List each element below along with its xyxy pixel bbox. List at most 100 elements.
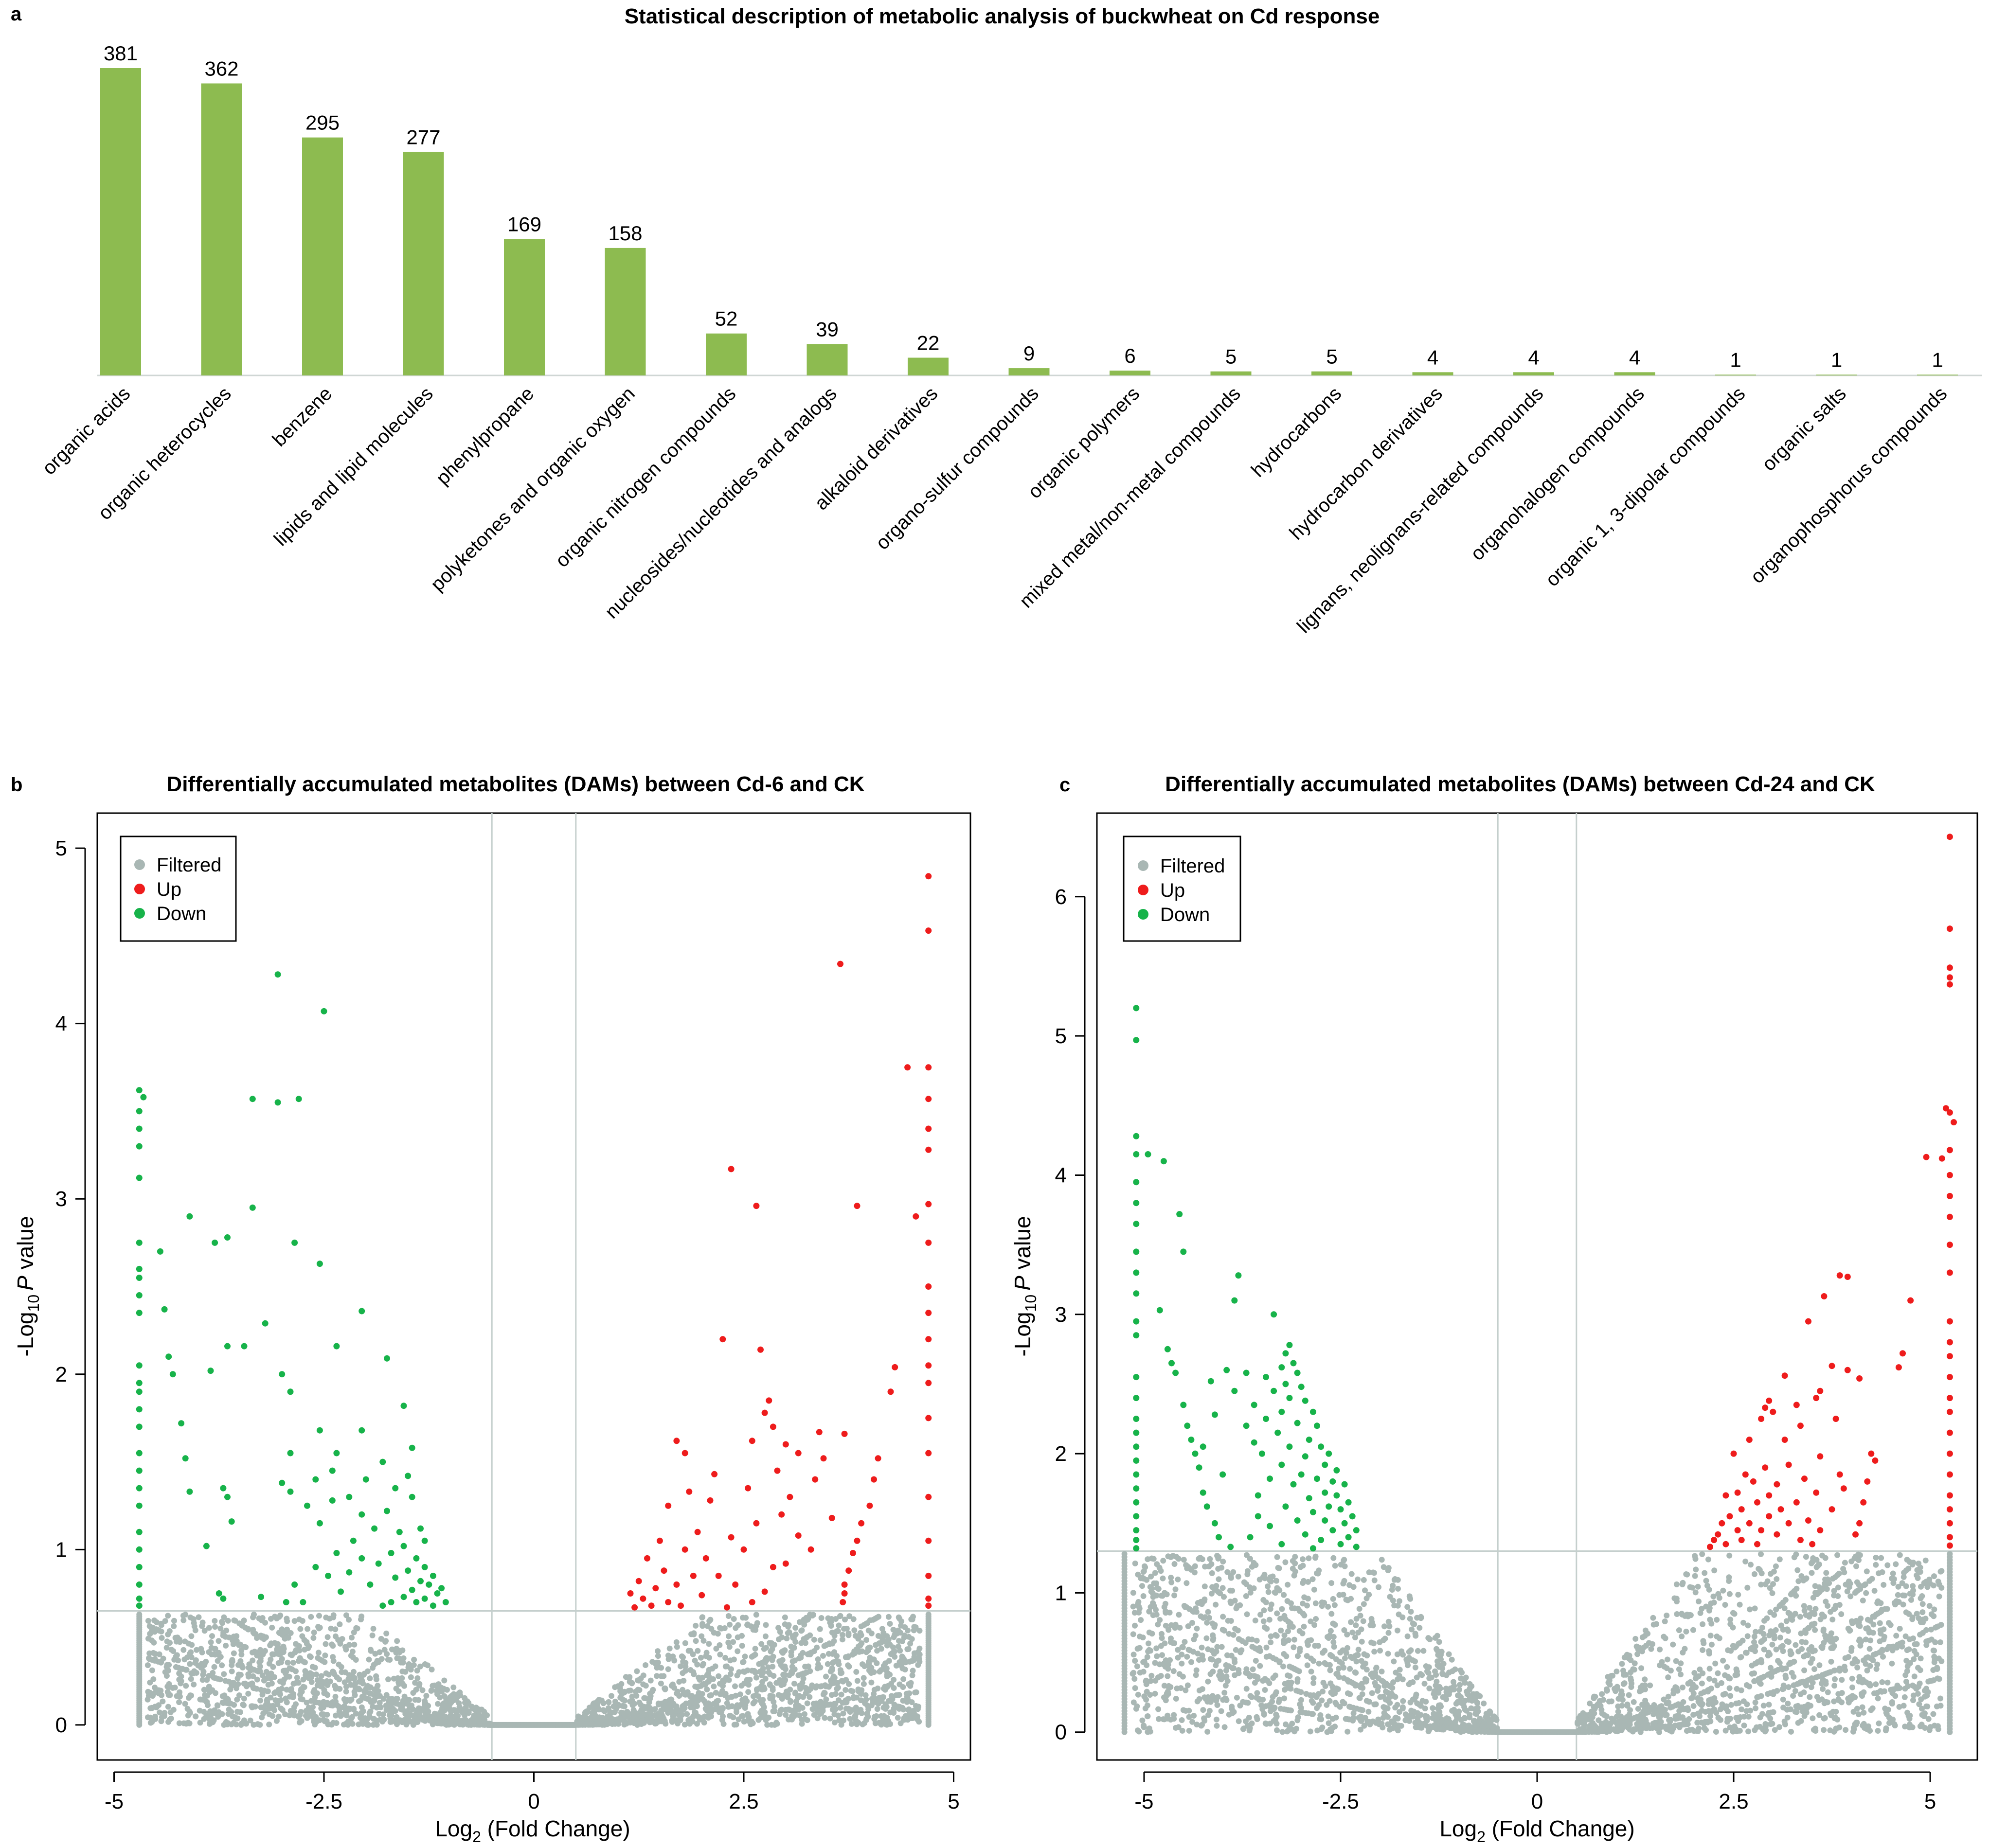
down-point [262, 1320, 269, 1327]
down-point [212, 1239, 218, 1246]
filtered-point [361, 1688, 367, 1694]
filtered-point [690, 1669, 697, 1675]
filtered-point [840, 1710, 846, 1717]
filtered-point [277, 1691, 283, 1698]
filtered-point [360, 1708, 366, 1714]
y-tick-label: 5 [55, 836, 67, 860]
down-point [228, 1518, 235, 1525]
filtered-point [1813, 1564, 1820, 1570]
filtered-point [394, 1638, 400, 1644]
filtered-point [275, 1660, 282, 1666]
up-point [841, 1590, 848, 1597]
filtered-point [419, 1687, 426, 1693]
filtered-point [856, 1708, 862, 1714]
filtered-point [174, 1652, 180, 1658]
filtered-point [634, 1668, 640, 1674]
filtered-point [753, 1612, 759, 1618]
filtered-point [843, 1654, 849, 1660]
filtered-point [1221, 1724, 1228, 1730]
filtered-point [366, 1713, 373, 1720]
filtered-point [883, 1704, 890, 1710]
filtered-point [188, 1676, 194, 1682]
bar-value-label: 6 [1124, 344, 1135, 367]
filtered-point [347, 1698, 353, 1704]
filtered-point [193, 1713, 199, 1720]
filtered-point [639, 1718, 645, 1724]
category-label: organophosphorus compounds [1746, 383, 1951, 587]
up-point [665, 1599, 672, 1605]
up-point [782, 1560, 789, 1567]
filtered-point [900, 1706, 907, 1713]
filtered-point [871, 1716, 878, 1722]
filtered-point [1207, 1556, 1213, 1562]
filtered-point [1767, 1715, 1774, 1722]
filtered-point [332, 1693, 339, 1700]
filtered-point [726, 1633, 732, 1639]
filtered-point [767, 1671, 773, 1677]
filtered-point [1620, 1668, 1626, 1674]
filtered-point [1371, 1649, 1378, 1655]
filtered-point [1400, 1698, 1406, 1704]
up-point [749, 1438, 755, 1444]
filtered-point [250, 1684, 256, 1690]
up-point [774, 1467, 781, 1474]
filtered-point [1635, 1706, 1641, 1712]
volcano-cd24-title: Differentially accumulated metabolites (… [1165, 772, 1875, 796]
filtered-point [831, 1633, 838, 1639]
filtered-point [1696, 1599, 1702, 1604]
down-point [312, 1476, 319, 1483]
filtered-point [1824, 1586, 1830, 1592]
up-point [892, 1364, 898, 1370]
filtered-point [830, 1673, 837, 1680]
filtered-point [845, 1630, 852, 1636]
filtered-point [199, 1649, 205, 1655]
bar [1816, 374, 1857, 375]
filtered-point [1247, 1693, 1254, 1699]
filtered-point [178, 1678, 184, 1684]
filtered-point [430, 1683, 436, 1689]
filtered-point [399, 1718, 405, 1724]
filtered-point [1889, 1575, 1895, 1581]
filtered-point [1803, 1639, 1809, 1646]
filtered-point [1132, 1622, 1138, 1629]
filtered-point [1834, 1716, 1841, 1723]
bar-value-label: 4 [1427, 346, 1438, 369]
filtered-point [895, 1703, 901, 1709]
filtered-point [1897, 1626, 1903, 1632]
filtered-point [332, 1633, 339, 1639]
filtered-point [1330, 1691, 1336, 1697]
filtered-point [1784, 1638, 1790, 1644]
filtered-point [688, 1716, 694, 1722]
down-point [359, 1511, 365, 1518]
filtered-point [815, 1661, 822, 1668]
filtered-point [471, 1712, 477, 1719]
filtered-point [807, 1686, 814, 1692]
filtered-point [606, 1699, 612, 1705]
filtered-point [1842, 1560, 1848, 1566]
filtered-point [874, 1699, 880, 1706]
filtered-point [389, 1646, 395, 1653]
filtered-point [1390, 1598, 1396, 1604]
category-label: organic 1, 3-dipolar compounds [1542, 383, 1749, 590]
filtered-point [1662, 1618, 1668, 1624]
filtered-point [1245, 1700, 1251, 1706]
filtered-point [738, 1683, 745, 1689]
filtered-point [600, 1707, 607, 1713]
filtered-point [231, 1634, 237, 1640]
bar-value-label: 1 [1730, 348, 1741, 371]
down-point [329, 1467, 336, 1474]
filtered-point [752, 1646, 758, 1652]
filtered-point [823, 1673, 829, 1680]
down-point [136, 1485, 143, 1492]
filtered-point [346, 1617, 352, 1623]
bar-chart-panel: a Statistical description of metabolic a… [11, 3, 1982, 638]
filtered-points [1121, 1551, 1953, 1735]
filtered-point [745, 1689, 752, 1695]
down-point [379, 1602, 386, 1609]
filtered-point [890, 1627, 896, 1633]
filtered-point [1647, 1682, 1653, 1688]
filtered-point [754, 1687, 760, 1693]
filtered-point [716, 1673, 722, 1679]
filtered-point [1884, 1606, 1890, 1612]
filtered-point [860, 1661, 865, 1668]
